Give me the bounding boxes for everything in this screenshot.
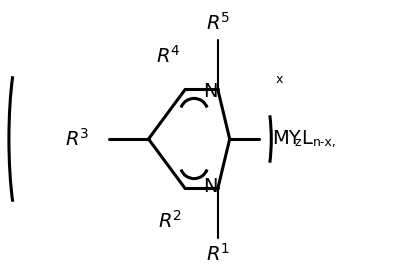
Text: $R^5$: $R^5$ <box>206 12 230 34</box>
Text: $R^3$: $R^3$ <box>65 128 89 150</box>
Text: $R^1$: $R^1$ <box>206 243 230 265</box>
Text: L: L <box>301 129 312 148</box>
Text: n-x,: n-x, <box>313 137 337 150</box>
Text: MY: MY <box>272 129 301 148</box>
Text: z: z <box>294 137 300 150</box>
Text: N: N <box>203 177 217 196</box>
Text: $R^2$: $R^2$ <box>158 210 182 232</box>
Text: x: x <box>275 73 283 86</box>
Text: $R^4$: $R^4$ <box>156 45 181 67</box>
Text: N: N <box>203 82 217 101</box>
